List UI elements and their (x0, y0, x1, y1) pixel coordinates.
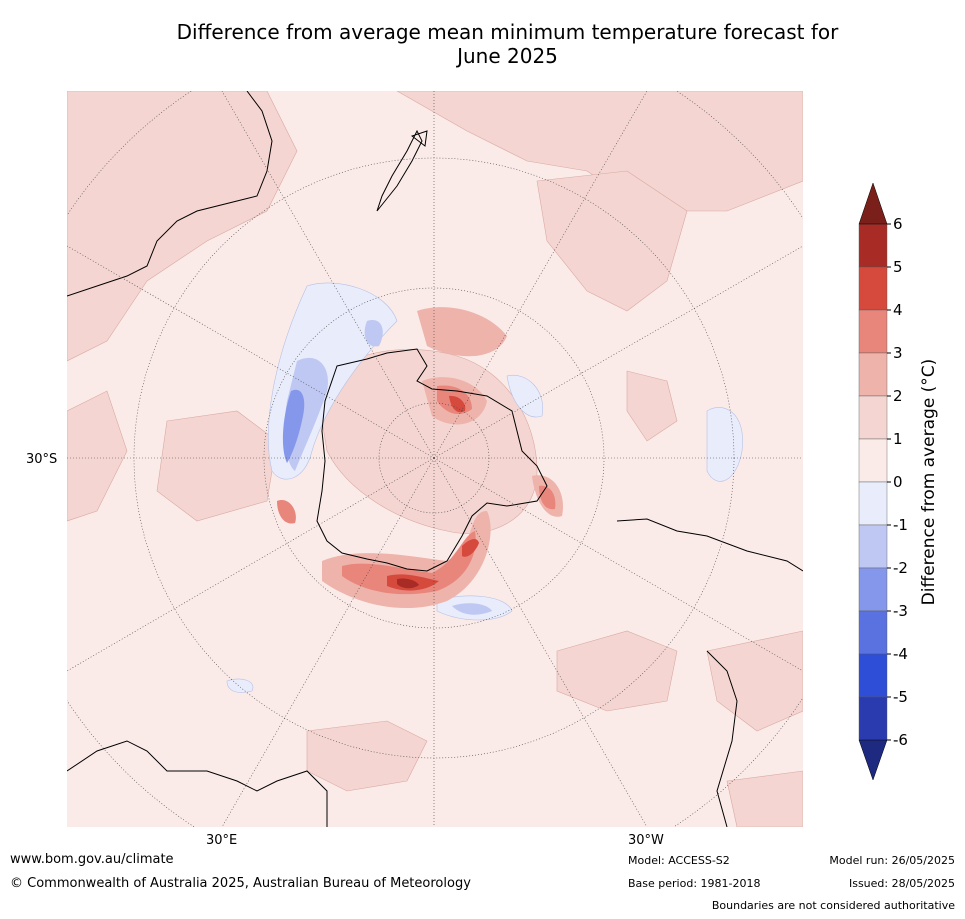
map-title: Difference from average mean minimum tem… (0, 20, 965, 68)
issued-date: Issued: 28/05/2025 (848, 877, 955, 890)
base-period: Base period: 1981-2018 (628, 877, 761, 890)
lon-label-30w: 30°W (628, 833, 664, 848)
boundaries-disclaimer: Boundaries are not considered authoritat… (711, 899, 955, 912)
lat-label-30s: 30°S (26, 452, 58, 467)
colorbar-tick-label: -5 (893, 688, 908, 706)
colorbar-bin (858, 653, 888, 698)
colorbar-tick-label: 3 (893, 344, 903, 362)
colorbar-bin (858, 481, 888, 526)
south-america-coastline (616, 518, 803, 827)
model-name: Model: ACCESS-S2 (628, 854, 730, 867)
colorbar-tick-label: 4 (893, 301, 903, 319)
colorbar-bin (858, 266, 888, 311)
colorbar-bin (858, 395, 888, 440)
colorbar-bin (858, 438, 888, 483)
colorbar-tick-label: 6 (893, 215, 903, 233)
colorbar-bin (858, 610, 888, 655)
model-run-date: Model run: 26/05/2025 (829, 854, 955, 867)
colorbar-bin (858, 223, 888, 268)
colorbar-tick-label: 2 (893, 387, 903, 405)
colorbar-tick-label: 0 (893, 473, 903, 491)
colorbar-bin (858, 696, 888, 741)
colorbar-tick-label: -2 (893, 559, 908, 577)
colorbar-tick-label: -6 (893, 731, 908, 749)
graticule (67, 91, 803, 827)
africa-coastline (67, 740, 328, 827)
copyright-text: © Commonwealth of Australia 2025, Austra… (10, 876, 471, 891)
australia-coastline (67, 91, 273, 297)
website-link[interactable]: www.bom.gov.au/climate (10, 852, 174, 867)
colorbar-bin (858, 352, 888, 397)
colorbar-bin (858, 524, 888, 569)
colorbar-tick-label: -1 (893, 516, 908, 534)
anomaly-map (67, 91, 803, 827)
colorbar-tick-label: 1 (893, 430, 903, 448)
map-title-line1: Difference from average mean minimum tem… (176, 20, 839, 44)
colorbar-extend-high (858, 182, 888, 225)
colorbar-bin (858, 567, 888, 612)
new-zealand-coastline (376, 129, 428, 212)
warm-anomaly-strong (277, 307, 563, 609)
map-title-line2: June 2025 (457, 44, 558, 68)
colorbar-tick-label: 5 (893, 258, 903, 276)
colorbar: 6 5 4 3 2 1 0 -1 -2 -3 -4 -5 -6 Difference from aver… (858, 182, 939, 781)
antarctica-coastline (316, 348, 548, 572)
colorbar-label: Difference from average (°C) (919, 359, 939, 606)
colorbar-tick-label: -3 (893, 602, 908, 620)
lon-label-30e: 30°E (206, 833, 238, 848)
colorbar-extend-low (858, 739, 888, 781)
cool-anomaly (226, 282, 743, 693)
warm-anomaly-1to2 (67, 91, 803, 827)
colorbar-bin (858, 309, 888, 354)
colorbar-tick-label: -4 (893, 645, 908, 663)
